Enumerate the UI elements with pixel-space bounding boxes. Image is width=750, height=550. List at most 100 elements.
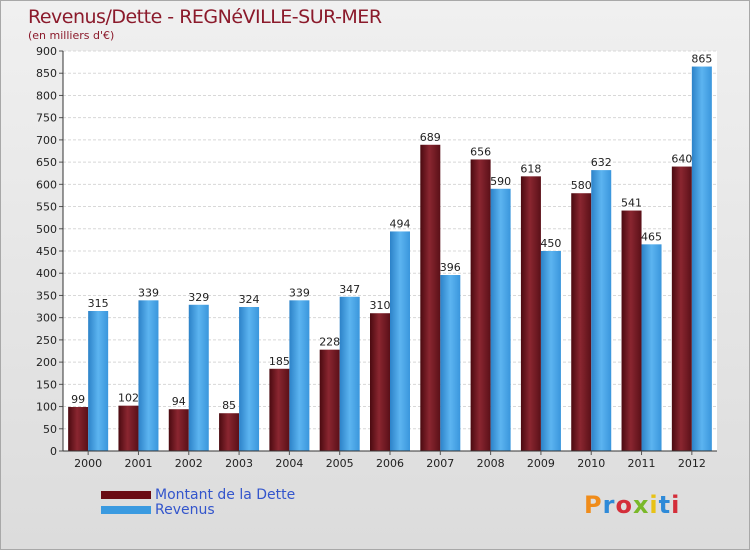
x-tick-label: 2010 xyxy=(577,457,605,470)
y-tick-label: 200 xyxy=(36,356,57,369)
bar-revenus xyxy=(490,188,511,451)
x-tick-label: 2009 xyxy=(527,457,555,470)
bar-revenus xyxy=(591,170,612,451)
data-label-debt: 689 xyxy=(420,131,441,144)
bar-debt xyxy=(269,368,290,451)
logo-letter: t xyxy=(658,491,672,519)
x-tick-label: 2001 xyxy=(124,457,152,470)
data-label-debt: 580 xyxy=(571,179,592,192)
y-tick-label: 750 xyxy=(36,112,57,125)
bar-revenus xyxy=(239,307,260,451)
y-tick-label: 100 xyxy=(36,401,57,414)
bar-revenus xyxy=(188,304,209,451)
y-tick-label: 50 xyxy=(43,423,57,436)
y-tick-label: 250 xyxy=(36,334,57,347)
logo-letter: P xyxy=(584,491,603,519)
bar-revenus xyxy=(440,275,461,451)
data-label-revenus: 329 xyxy=(188,291,209,304)
bar-revenus xyxy=(641,244,662,451)
x-tick-label: 2002 xyxy=(175,457,203,470)
y-tick-label: 900 xyxy=(36,45,57,58)
proxiti-logo: Proxiti xyxy=(584,491,680,519)
x-tick-label: 2006 xyxy=(376,457,404,470)
x-tick-label: 2004 xyxy=(275,457,303,470)
data-label-revenus: 590 xyxy=(490,175,511,188)
data-label-revenus: 450 xyxy=(540,237,561,250)
data-label-debt: 310 xyxy=(370,299,391,312)
data-label-revenus: 347 xyxy=(339,283,360,296)
data-label-revenus: 339 xyxy=(289,286,310,299)
y-tick-label: 300 xyxy=(36,312,57,325)
legend-swatch-debt xyxy=(101,491,151,499)
data-label-revenus: 494 xyxy=(390,217,411,230)
bar-debt xyxy=(671,166,692,452)
bar-debt xyxy=(168,409,189,451)
y-tick-label: 550 xyxy=(36,201,57,214)
data-label-debt: 99 xyxy=(71,393,85,406)
data-label-debt: 85 xyxy=(222,399,236,412)
legend-label-revenus: Revenus xyxy=(155,502,215,518)
data-label-revenus: 465 xyxy=(641,230,662,243)
y-axis: 0 50 100 150 200 250 300 350 400 450 500 550 600 650 7… xyxy=(36,45,64,458)
y-tick-label: 800 xyxy=(36,89,57,102)
x-tick-label: 2000 xyxy=(74,457,102,470)
bar-debt xyxy=(118,405,139,451)
data-label-revenus: 632 xyxy=(591,156,612,169)
x-tick-label: 2007 xyxy=(426,457,454,470)
bar-debt xyxy=(520,176,541,452)
x-tick-label: 2005 xyxy=(326,457,354,470)
logo-letter: x xyxy=(632,491,650,519)
data-label-debt: 541 xyxy=(621,197,642,210)
y-tick-label: 400 xyxy=(36,267,57,280)
logo-letter: i xyxy=(671,491,681,519)
y-tick-label: 150 xyxy=(36,378,57,391)
x-tick-label: 2012 xyxy=(678,457,706,470)
data-label-revenus: 315 xyxy=(88,297,109,310)
bar-revenus xyxy=(88,311,109,451)
bar-debt xyxy=(420,144,441,451)
bars: 99 315 102 339 94 329 85 324 185 339 228 347 310 494 6… xyxy=(68,53,712,452)
bar-revenus xyxy=(540,251,561,451)
x-tick-label: 2011 xyxy=(628,457,656,470)
bar-debt xyxy=(621,210,642,451)
y-tick-label: 650 xyxy=(36,156,57,169)
legend-swatch-revenus xyxy=(101,506,151,514)
data-label-debt: 94 xyxy=(172,395,186,408)
bar-revenus xyxy=(691,66,712,452)
data-label-revenus: 865 xyxy=(691,53,712,66)
y-tick-label: 500 xyxy=(36,223,57,236)
bar-revenus xyxy=(289,300,310,451)
data-label-revenus: 324 xyxy=(239,293,260,306)
bar-revenus xyxy=(390,231,410,451)
bar-debt xyxy=(370,313,390,451)
data-label-debt: 618 xyxy=(520,162,541,175)
legend-label-debt: Montant de la Dette xyxy=(155,487,296,503)
logo-letter: i xyxy=(649,491,659,519)
y-tick-label: 350 xyxy=(36,289,57,302)
bar-debt xyxy=(470,159,491,451)
data-label-debt: 656 xyxy=(470,145,491,158)
chart-subtitle: (en milliers d'€) xyxy=(28,29,115,42)
bar-debt xyxy=(219,413,240,451)
legend-item-debt: Montant de la Dette xyxy=(101,487,295,503)
y-tick-label: 450 xyxy=(36,245,57,258)
bar-revenus xyxy=(339,296,360,451)
data-label-revenus: 339 xyxy=(138,286,159,299)
y-tick-label: 700 xyxy=(36,134,57,147)
data-label-revenus: 396 xyxy=(440,261,461,274)
x-tick-label: 2003 xyxy=(225,457,253,470)
bar-debt xyxy=(571,193,592,451)
data-label-debt: 185 xyxy=(269,355,290,368)
bar-debt xyxy=(68,407,89,451)
y-tick-label: 600 xyxy=(36,178,57,191)
x-tick-label: 2008 xyxy=(477,457,505,470)
bar-debt xyxy=(319,349,340,451)
y-tick-label: 850 xyxy=(36,67,57,80)
data-label-debt: 102 xyxy=(118,392,139,405)
legend-item-revenus: Revenus xyxy=(101,502,215,518)
logo-letter: r xyxy=(602,491,616,519)
x-axis: 2000 2001 2002 2003 2004 2005 2006 2007 2008 2009… xyxy=(63,450,717,470)
data-label-debt: 640 xyxy=(671,153,692,166)
y-tick-label: 0 xyxy=(50,445,57,458)
